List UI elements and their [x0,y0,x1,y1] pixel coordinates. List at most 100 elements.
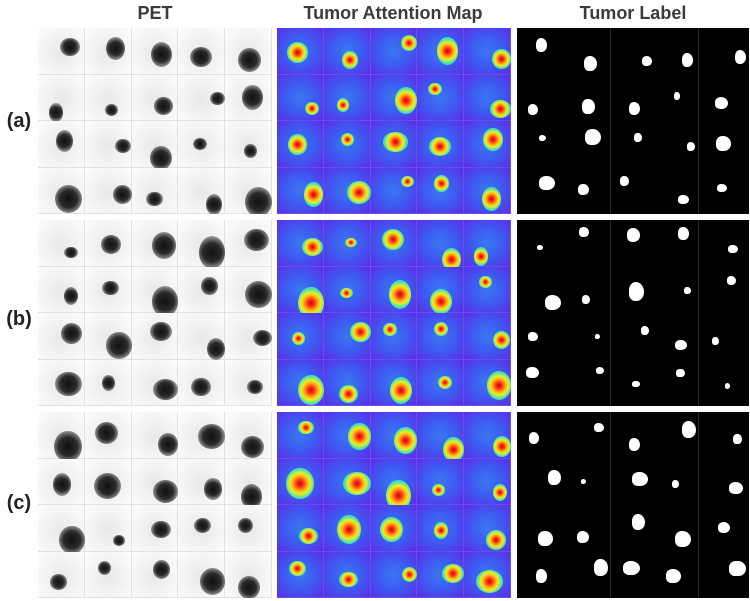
attention-hotspot [479,276,492,289]
pet-uptake-blob [152,560,171,580]
tumor-mask-blob [681,421,697,439]
attention-hotspot [490,100,511,119]
pet-uptake-blob [193,517,212,534]
tumor-mask-blob [581,98,595,115]
map-tile [417,412,465,459]
pet-uptake-blob [64,287,79,306]
label-tile-divider [609,220,611,406]
tumor-mask-blob [683,286,691,295]
attention-hotspot [336,97,350,113]
tumor-mask-blob [536,37,548,52]
tumor-mask-blob [535,569,547,584]
attention-hotspot [430,289,452,315]
map-tile [277,505,324,552]
pet-uptake-blob [112,184,132,205]
attention-hotspot [483,128,503,152]
pet-uptake-blob [210,91,226,106]
pet-uptake-blob [158,432,179,457]
attention-hotspot [303,182,323,207]
pet-uptake-blob [153,379,179,400]
attention-hotspot [441,563,465,584]
pet-uptake-blob [245,187,272,214]
tumor-mask-blob [619,175,629,187]
tumor-mask-blob [734,49,747,64]
tumor-mask-blob [717,522,731,534]
attention-hotspot [493,484,508,501]
map-tile [464,74,511,121]
tumor-mask-blob [674,92,680,100]
pet-uptake-blob [100,234,122,254]
pet-uptake-blob [204,478,222,500]
pet-tile [84,266,132,313]
tumor-mask-blob [634,133,642,142]
attention-hotspot [401,566,418,583]
attention-hotspot [336,515,361,544]
pet-uptake-blob [246,379,263,395]
attention-hotspot [289,561,306,577]
tumor-mask-blob [631,514,645,531]
pet-uptake-blob [150,41,172,68]
tumor-mask-blob [539,176,556,191]
tumor-mask-blob [715,97,729,109]
pet-uptake-blob [54,184,83,214]
map-tile [277,412,324,459]
pet-panel-a [38,28,272,214]
attention-hotspot [286,42,308,63]
pet-uptake-blob [252,330,272,347]
tumor-mask-blob [686,141,696,151]
pet-uptake-blob [189,46,213,68]
tumor-mask-blob [626,227,641,242]
attention-hotspot [431,484,446,496]
tumor-mask-blob [528,432,539,444]
tumor-mask-blob [629,101,641,115]
tumor-mask-blob [726,275,736,285]
attention-hotspot [341,133,355,146]
attention-hotspot [473,246,489,266]
pet-uptake-blob [54,431,82,463]
pet-uptake-blob [244,143,257,159]
tumor-mask-blob [536,244,544,250]
pet-uptake-blob [102,374,116,392]
attention-hotspot [482,187,502,211]
tumor-mask-blob [578,183,590,196]
pet-uptake-blob [55,129,74,153]
attention-hotspot [380,516,403,542]
pet-panel-c [38,412,272,598]
attention-hotspot [400,176,414,188]
row-label-b: (b) [6,308,32,330]
tumor-mask-blob [595,334,601,340]
attention-hotspot [438,376,453,389]
attention-hotspot [388,280,411,309]
map-panel-c [277,412,511,598]
tumor-mask-blob [580,478,586,485]
pet-tile [131,74,179,121]
pet-tile [84,505,132,552]
column-title-tumor-label: Tumor Label [579,3,687,23]
attention-hotspot [342,50,358,69]
pet-uptake-blob [150,145,172,170]
tumor-mask-blob [584,128,602,146]
map-tile [370,505,418,552]
attention-hotspot [492,435,511,457]
map-tile [417,551,465,598]
attention-hotspot [442,247,462,271]
pet-uptake-blob [241,484,263,509]
attention-hotspot [297,420,314,435]
tumor-mask-blob [681,53,693,68]
tumor-mask-blob [712,337,719,346]
tumor-mask-blob [641,55,653,67]
attention-hotspot [286,467,315,499]
pet-tile [38,220,85,267]
pet-uptake-blob [199,235,226,270]
attention-hotspot [340,287,353,298]
pet-uptake-blob [201,276,218,296]
label-panel-b [517,220,749,406]
tumor-mask-blob [547,469,561,486]
pet-uptake-blob [102,280,119,296]
attention-hotspot [434,322,449,337]
pet-uptake-blob [242,85,264,110]
tumor-mask-blob [623,561,640,575]
tumor-mask-blob [528,104,539,116]
pet-uptake-blob [55,372,82,397]
pet-uptake-blob [153,479,179,503]
